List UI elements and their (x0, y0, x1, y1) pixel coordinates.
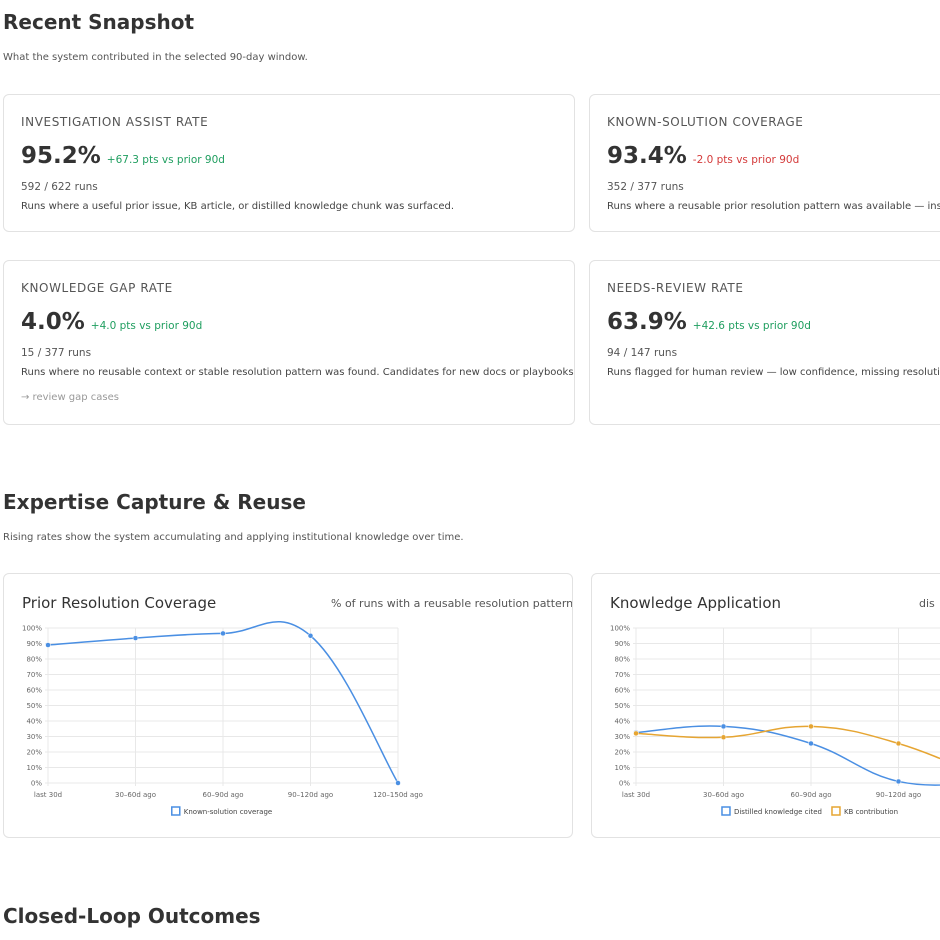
y-tick-label: 30% (26, 733, 42, 741)
section-title: Closed-Loop Outcomes (3, 904, 261, 928)
metric-value: 63.9% +42.6 pts vs prior 90d (607, 309, 811, 335)
y-tick-label: 0% (619, 780, 630, 788)
x-tick-label: last 30d (34, 791, 62, 799)
y-tick-label: 10% (26, 764, 42, 772)
x-tick-label: 30–60d ago (703, 791, 744, 799)
legend-label: Distilled knowledge cited (734, 808, 822, 816)
data-point (45, 642, 51, 648)
metric-count: 592 / 622 runs (21, 181, 98, 193)
y-tick-label: 60% (614, 687, 630, 695)
section-subtitle: What the system contributed in the selec… (3, 52, 308, 63)
x-tick-label: 90–120d ago (876, 791, 921, 799)
legend-swatch (721, 806, 731, 816)
data-point (395, 780, 401, 786)
data-point (307, 633, 314, 639)
chart: Prior Resolution Coverage % of runs with … (22, 594, 573, 816)
data-point (720, 723, 727, 730)
chart-card: Knowledge Application dis 0% 10% 20% 30% 40% 50… (591, 573, 940, 838)
x-tick-label: 90–120d ago (288, 791, 333, 799)
legend-label: KB contribution (844, 808, 898, 816)
data-point (895, 778, 902, 785)
metric-count: 352 / 377 runs (607, 181, 684, 193)
x-tick-label: 120–150d ago (373, 791, 423, 799)
y-tick-label: 90% (614, 640, 630, 648)
y-tick-label: 100% (22, 625, 42, 633)
metric-description: Runs where a useful prior issue, KB arti… (21, 201, 455, 212)
y-tick-label: 80% (614, 656, 630, 664)
y-tick-label: 90% (26, 640, 42, 648)
chart-card: Prior Resolution Coverage % of runs with … (3, 573, 573, 838)
legend-swatch (831, 806, 841, 816)
chart-title: Knowledge Application (610, 594, 781, 612)
section-title: Recent Snapshot (3, 10, 195, 34)
metric-label: INVESTIGATION ASSIST RATE (21, 115, 209, 129)
data-point (220, 630, 226, 637)
data-point (808, 740, 814, 747)
y-tick-label: 20% (26, 749, 42, 757)
metric-description: Runs where no reusable context or stable… (21, 367, 575, 378)
chart: Knowledge Application dis 0% 10% 20% 30% 40% 50… (610, 594, 940, 816)
metric-label: NEEDS-REVIEW RATE (607, 281, 744, 295)
data-point (720, 734, 727, 741)
data-point (633, 730, 639, 737)
metric-delta: +4.0 pts vs prior 90d (90, 320, 203, 332)
y-tick-label: 50% (614, 702, 630, 710)
metric-value: 4.0% +4.0 pts vs prior 90d (21, 309, 203, 335)
y-tick-label: 70% (26, 671, 42, 679)
y-tick-label: 10% (614, 764, 630, 772)
metric-delta: +67.3 pts vs prior 90d (106, 154, 225, 166)
metric-delta: +42.6 pts vs prior 90d (692, 320, 811, 332)
y-tick-label: 20% (614, 749, 630, 757)
y-tick-label: 0% (31, 780, 42, 788)
x-tick-label: 30–60d ago (115, 791, 156, 799)
y-tick-label: 80% (26, 656, 42, 664)
x-tick-label: 60–90d ago (203, 791, 244, 799)
series-line (47, 620, 399, 784)
section-title: Expertise Capture & Reuse (3, 490, 306, 514)
legend-label: Known-solution coverage (184, 808, 272, 816)
y-tick-label: 30% (614, 733, 630, 741)
legend-swatch (171, 806, 181, 816)
chart-subtitle: % of runs with a reusable resolution pat… (331, 597, 573, 610)
y-tick-label: 60% (26, 687, 42, 695)
metric-card: INVESTIGATION ASSIST RATE 95.2% +67.3 pts … (3, 94, 575, 232)
x-tick-label: last 30d (622, 791, 650, 799)
y-tick-label: 40% (26, 718, 42, 726)
section-subtitle: Rising rates show the system accumulatin… (3, 532, 464, 543)
metric-label: KNOWN-SOLUTION COVERAGE (607, 115, 804, 129)
metric-card: NEEDS-REVIEW RATE 63.9% +42.6 pts vs prior… (589, 260, 940, 425)
data-point (895, 740, 902, 747)
y-tick-label: 40% (614, 718, 630, 726)
metric-count: 94 / 147 runs (607, 347, 678, 359)
metric-label: KNOWLEDGE GAP RATE (21, 281, 173, 295)
x-tick-label: 60–90d ago (791, 791, 832, 799)
y-tick-label: 100% (610, 625, 630, 633)
metric-description: Runs where a reusable prior resolution p… (607, 201, 940, 212)
metric-card: KNOWN-SOLUTION COVERAGE 93.4% -2.0 pts vs … (589, 94, 940, 232)
chart-title: Prior Resolution Coverage (22, 594, 216, 612)
review-link[interactable]: → review gap cases (21, 392, 120, 403)
y-tick-label: 70% (614, 671, 630, 679)
data-point (808, 723, 814, 730)
data-point (132, 635, 139, 641)
metric-value: 95.2% +67.3 pts vs prior 90d (21, 143, 225, 169)
metric-delta: -2.0 pts vs prior 90d (692, 154, 800, 166)
metric-card: KNOWLEDGE GAP RATE 4.0% +4.0 pts vs prior … (3, 260, 575, 425)
metric-value: 93.4% -2.0 pts vs prior 90d (607, 143, 800, 169)
chart-subtitle: dis (919, 597, 935, 610)
series-line (635, 725, 940, 786)
metric-count: 15 / 377 runs (21, 347, 92, 359)
y-tick-label: 50% (26, 702, 42, 710)
metric-description: Runs flagged for human review — low conf… (607, 367, 940, 378)
